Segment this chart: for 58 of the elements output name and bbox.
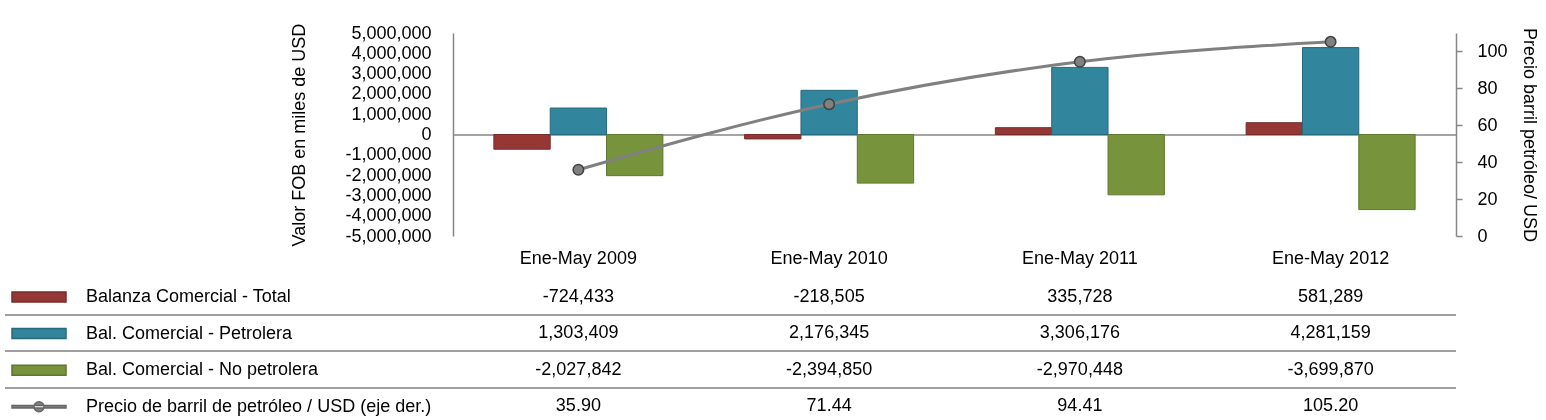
legend-label: Bal. Comercial - Petrolera [86,322,294,343]
y-tick-label: 1,000,000 [351,103,432,124]
y-tick-label: 3,000,000 [351,63,432,84]
y-tick-label: -3,000,000 [345,184,432,205]
bar [1107,134,1165,196]
y2-axis-title: Precio barril petróleo/ USD [1519,27,1540,243]
y-axis-title: Valor FOB en miles de USD [289,23,310,247]
data-label: 1,303,409 [538,322,619,343]
bar [1358,134,1416,211]
data-label: 581,289 [1298,286,1364,306]
data-label: -2,970,448 [1036,358,1123,379]
bar [744,134,802,140]
y2-tick-label: 40 [1477,151,1498,172]
y-tick-label: 2,000,000 [351,83,432,104]
y2-tick-label: 100 [1477,40,1508,61]
y-tick-label: -1,000,000 [345,144,432,165]
data-label: -724,433 [542,286,614,306]
legend-label: Precio de barril de petróleo / USD (eje der.) [86,395,432,416]
y-tick-label: -2,000,000 [345,164,432,185]
bar [549,107,608,135]
legend-label: Balanza Comercial - Total [86,286,291,306]
bar [1301,47,1360,135]
x-tick-label: Ene-May 2010 [770,247,888,268]
data-label: 94.41 [1057,394,1103,415]
data-label: 35.90 [555,394,601,415]
bar [994,127,1053,135]
y-tick-label: -4,000,000 [345,205,432,226]
y-tick-label: -5,000,000 [345,225,432,246]
y-tick-label: 4,000,000 [351,42,432,63]
bar [1051,66,1109,135]
x-tick-label: Ene-May 2011 [1022,247,1138,268]
x-tick-label: Ene-May 2012 [1272,247,1390,268]
y2-tick-label: 80 [1477,77,1498,98]
point [1324,35,1337,48]
x-tick-label: Ene-May 2009 [519,247,637,268]
bar [856,134,915,184]
data-label: -2,394,850 [786,358,873,379]
y-tick-label: 0 [421,124,432,144]
data-label: 2,176,345 [789,322,870,343]
y2-tick-label: 20 [1477,188,1498,209]
point [572,163,585,176]
data-label: 335,728 [1047,286,1113,306]
data-label: 71.44 [806,394,852,415]
y2-tick-label: 0 [1477,225,1488,246]
point [1073,55,1086,68]
y-tick-label: 5,000,000 [351,22,432,43]
y2-tick-label: 60 [1477,114,1498,135]
legend-label: Bal. Comercial - No petrolera [86,359,320,380]
data-label: -3,699,870 [1287,358,1374,379]
data-label: 3,306,176 [1039,322,1120,343]
data-label: -218,505 [793,286,865,306]
bar [1245,122,1303,135]
bar [606,134,664,177]
data-label: -2,027,842 [535,358,622,379]
data-label: 4,281,159 [1290,322,1371,343]
data-label: 105.20 [1303,394,1359,415]
bar [493,134,551,150]
point [823,98,836,111]
